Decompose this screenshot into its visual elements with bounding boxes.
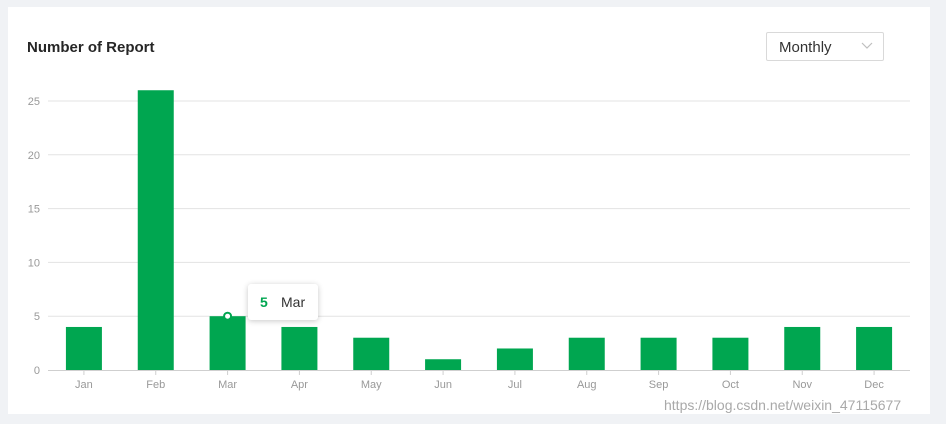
x-tick-label: Jun [434,379,452,391]
bar-jun [425,359,462,370]
bar-sep [640,337,677,370]
x-tick-label: Dec [864,379,884,391]
y-tick-label: 25 [28,96,40,108]
y-tick-label: 0 [34,365,40,377]
x-tick-label: Aug [577,379,597,391]
chart-tooltip: 5 Mar [248,284,318,320]
bar-dec [856,326,893,370]
x-tick-label: Jan [75,379,93,391]
bar-jul [496,348,533,370]
y-tick-label: 10 [28,257,40,269]
tooltip-value: 5 [260,294,268,310]
x-tick-label: Apr [291,379,308,391]
x-tick-label: Feb [146,379,165,391]
y-tick-label: 15 [28,204,40,216]
bar-may [353,337,390,370]
bar-feb [137,90,174,371]
y-tick-label: 5 [34,311,40,323]
watermark-text: https://blog.csdn.net/weixin_47115677 [664,397,902,413]
bar-aug [568,337,605,370]
period-select[interactable]: Monthly [766,32,884,61]
x-tick-label: Oct [722,379,739,391]
chevron-down-icon [861,42,873,49]
x-tick-label: Mar [218,379,237,391]
x-tick-label: Nov [792,379,812,391]
hover-point [223,311,233,321]
y-tick-label: 20 [28,150,40,162]
bar-apr [281,326,318,370]
x-tick-label: May [361,379,382,391]
tooltip-category: Mar [281,294,306,310]
bar-mar [209,316,246,370]
period-select-value: Monthly [779,39,832,56]
bar-jan [65,326,102,370]
x-tick-label: Jul [508,379,522,391]
chart-title: Number of Report [27,39,155,56]
bar-oct [712,337,749,370]
bar-nov [784,326,821,370]
x-tick-label: Sep [649,379,669,391]
